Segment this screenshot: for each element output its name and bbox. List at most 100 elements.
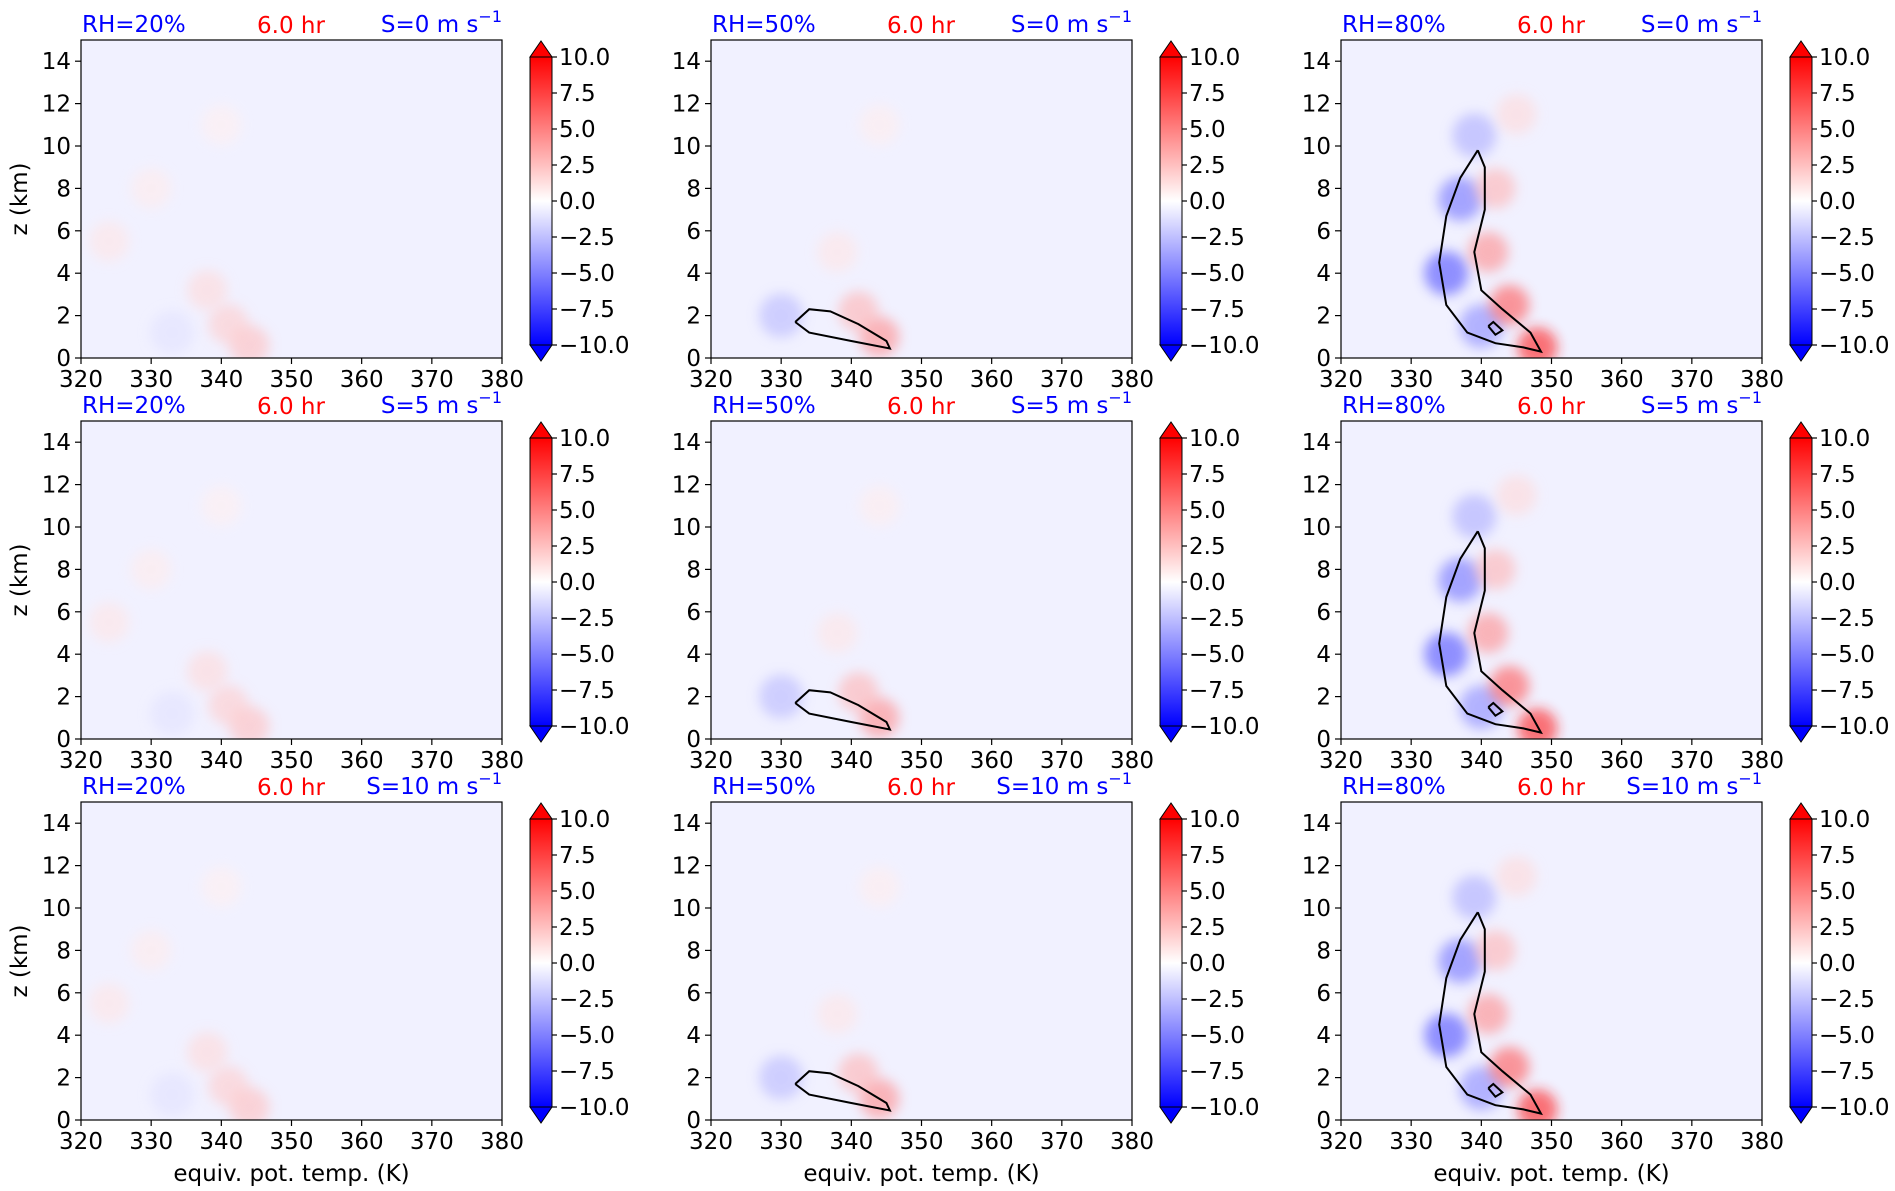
colorbar-tick-label: −2.5	[559, 606, 615, 632]
colorbar-body	[530, 819, 552, 1107]
colorbar-extend-max	[529, 40, 553, 58]
x-tick-label: 350	[1530, 748, 1574, 774]
colorbar-tick-label: −10.0	[559, 714, 629, 740]
colorbar: 10.0 7.5 5.0 2.5 0.0 −2.5 −5.0 −7.5 −10.0	[529, 40, 629, 362]
y-tick-label: 14	[1302, 430, 1331, 456]
anomaly-field	[759, 866, 900, 1119]
colorbar-extend-min	[529, 344, 553, 362]
x-tick-label: 360	[340, 1129, 384, 1155]
colorbar-extend-max	[1159, 802, 1183, 820]
x-tick-label: 350	[900, 1129, 944, 1155]
anomaly-field	[1424, 856, 1558, 1120]
panel-r3-c2: 320 330 340 350 360 370 380 0 2 4 6 8 10 12 14 equiv. p…	[672, 769, 1260, 1187]
colorbar-tick-label: −10.0	[1819, 1095, 1889, 1121]
colorbar-tick-label: −5.0	[559, 1023, 615, 1049]
x-axis-title: equiv. pot. temp. (K)	[173, 1161, 409, 1187]
colorbar-tick-label: 0.0	[559, 951, 596, 977]
warm-anomaly-1	[1517, 1089, 1558, 1120]
y-tick-label: 12	[672, 92, 701, 118]
warm-anomaly-4	[859, 866, 900, 907]
contour-line-1	[794, 689, 892, 731]
colorbar-extend-max	[1159, 40, 1183, 58]
contour-line-2	[1487, 320, 1505, 337]
shear-label: S=10 m s−1	[366, 769, 502, 800]
colorbar-tick-label: 2.5	[1189, 153, 1226, 179]
warm-anomaly-3	[187, 1032, 228, 1073]
y-tick-label: 2	[1316, 304, 1331, 330]
contour-line-1	[794, 308, 892, 350]
y-tick-label: 8	[56, 176, 71, 202]
colorbar: 10.0 7.5 5.0 2.5 0.0 −2.5 −5.0 −7.5 −10.0	[1159, 421, 1259, 743]
time-label: 6.0 hr	[887, 13, 955, 39]
colorbar-body	[1160, 819, 1182, 1107]
colorbar-tick-label: 2.5	[1819, 915, 1856, 941]
anomaly-field	[759, 485, 900, 738]
time-label: 6.0 hr	[1517, 775, 1585, 801]
colorbar-tick-label: 2.5	[559, 153, 596, 179]
panel-r1-c2: 320 330 340 350 360 370 380 0 2 4 6 8 10 12 14 RH=50% 6.…	[672, 7, 1260, 393]
x-tick-label: 330	[129, 367, 173, 393]
warm-anomaly-4	[1475, 549, 1516, 590]
colorbar-tick-label: 10.0	[559, 426, 610, 452]
y-tick-label: 2	[686, 685, 701, 711]
x-tick-label: 330	[1389, 748, 1433, 774]
colorbar-body	[530, 57, 552, 345]
warm-anomaly-4	[1475, 168, 1516, 209]
colorbar-tick-label: 2.5	[1819, 534, 1856, 560]
x-tick-label: 360	[340, 748, 384, 774]
anomaly-field	[89, 866, 270, 1120]
colorbar-tick-label: −7.5	[559, 678, 615, 704]
colorbar-tick-label: −5.0	[559, 642, 615, 668]
warm-anomaly-6	[201, 866, 242, 907]
colorbar: 10.0 7.5 5.0 2.5 0.0 −2.5 −5.0 −7.5 −10.0	[1789, 802, 1889, 1124]
rh-label: RH=20%	[82, 774, 186, 800]
y-tick-label: 14	[672, 49, 701, 75]
cool-anomaly-1	[150, 691, 195, 736]
colorbar-tick-label: 10.0	[1819, 807, 1870, 833]
x-tick-label: 350	[270, 1129, 314, 1155]
colorbar-tick-label: −10.0	[1189, 714, 1259, 740]
y-tick-label: 14	[672, 430, 701, 456]
colorbar-extend-min	[1159, 1106, 1183, 1124]
cool-anomaly-1	[150, 310, 195, 355]
cool-anomaly-2	[1438, 939, 1483, 983]
warm-anomaly-3	[1468, 613, 1509, 653]
y-tick-label: 4	[1316, 642, 1331, 668]
colorbar-tick-label: 7.5	[1189, 843, 1226, 869]
rh-label: RH=80%	[1342, 774, 1446, 800]
y-axis-title: z (km)	[7, 162, 33, 235]
x-tick-label: 380	[480, 1129, 524, 1155]
colorbar-tick-label: 10.0	[1189, 426, 1240, 452]
x-tick-label: 320	[1319, 748, 1363, 774]
colorbar-tick-label: 10.0	[1189, 807, 1240, 833]
x-tick-label: 330	[1389, 367, 1433, 393]
rh-label: RH=20%	[82, 12, 186, 38]
colorbar-tick-label: −2.5	[1819, 225, 1875, 251]
x-tick-label: 380	[1110, 748, 1154, 774]
x-tick-label: 320	[59, 367, 103, 393]
cool-anomaly-1	[759, 674, 804, 719]
colorbar-body	[1790, 57, 1812, 345]
shear-label: S=5 m s−1	[1011, 388, 1132, 419]
warm-anomaly-2	[838, 672, 879, 713]
time-label: 6.0 hr	[257, 775, 325, 801]
y-tick-label: 8	[1316, 176, 1331, 202]
y-tick-label: 2	[686, 304, 701, 330]
y-tick-label: 10	[42, 515, 71, 541]
colorbar-extend-max	[1159, 421, 1183, 439]
x-tick-label: 380	[1110, 1129, 1154, 1155]
x-tick-label: 350	[1530, 367, 1574, 393]
colorbar-tick-label: 10.0	[1189, 45, 1240, 71]
colorbar-tick-label: 7.5	[1189, 81, 1226, 107]
colorbar-extend-max	[1789, 40, 1813, 58]
colorbar-tick-label: 0.0	[559, 189, 596, 215]
colorbar-extend-max	[529, 802, 553, 820]
y-tick-label: 14	[672, 811, 701, 837]
y-tick-label: 14	[1302, 811, 1331, 837]
y-tick-label: 0	[56, 727, 71, 753]
warm-anomaly-4	[859, 485, 900, 526]
colorbar-tick-label: 7.5	[559, 81, 596, 107]
colorbar-tick-label: 5.0	[1189, 117, 1226, 143]
colorbar-tick-label: 10.0	[559, 45, 610, 71]
